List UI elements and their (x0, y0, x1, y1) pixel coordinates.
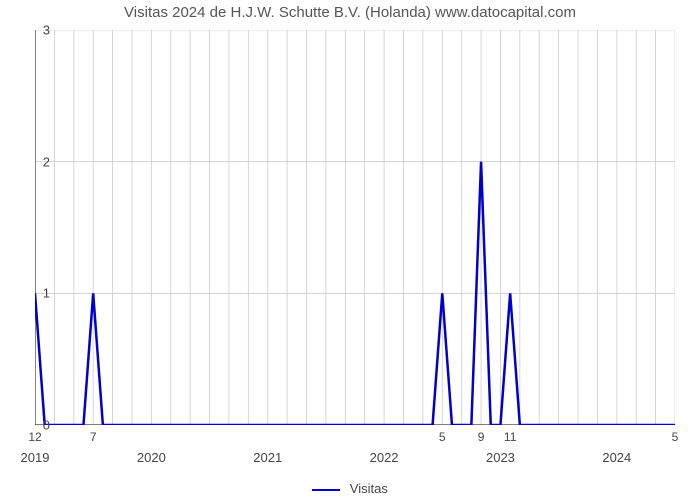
x-year-label: 2024 (602, 450, 631, 465)
x-year-label: 2023 (486, 450, 515, 465)
legend-label: Visitas (350, 481, 388, 496)
chart-container: Visitas 2024 de H.J.W. Schutte B.V. (Hol… (0, 0, 700, 500)
x-year-label: 2021 (253, 450, 282, 465)
data-point-label: 5 (439, 430, 446, 444)
y-tick-label: 3 (20, 23, 50, 38)
data-point-label: 11 (504, 430, 516, 444)
legend-swatch (312, 489, 340, 491)
y-tick-label: 1 (20, 286, 50, 301)
plot-area (35, 30, 675, 425)
x-year-label: 2022 (370, 450, 399, 465)
y-tick-label: 2 (20, 154, 50, 169)
x-year-label: 2019 (21, 450, 50, 465)
legend: Visitas (0, 481, 700, 496)
data-point-label: 12 (28, 430, 41, 444)
data-point-label: 7 (90, 430, 97, 444)
data-point-label: 9 (478, 430, 485, 444)
chart-svg (35, 30, 675, 425)
x-year-label: 2020 (137, 450, 166, 465)
data-point-label: 5 (672, 430, 679, 444)
chart-title: Visitas 2024 de H.J.W. Schutte B.V. (Hol… (0, 4, 700, 21)
